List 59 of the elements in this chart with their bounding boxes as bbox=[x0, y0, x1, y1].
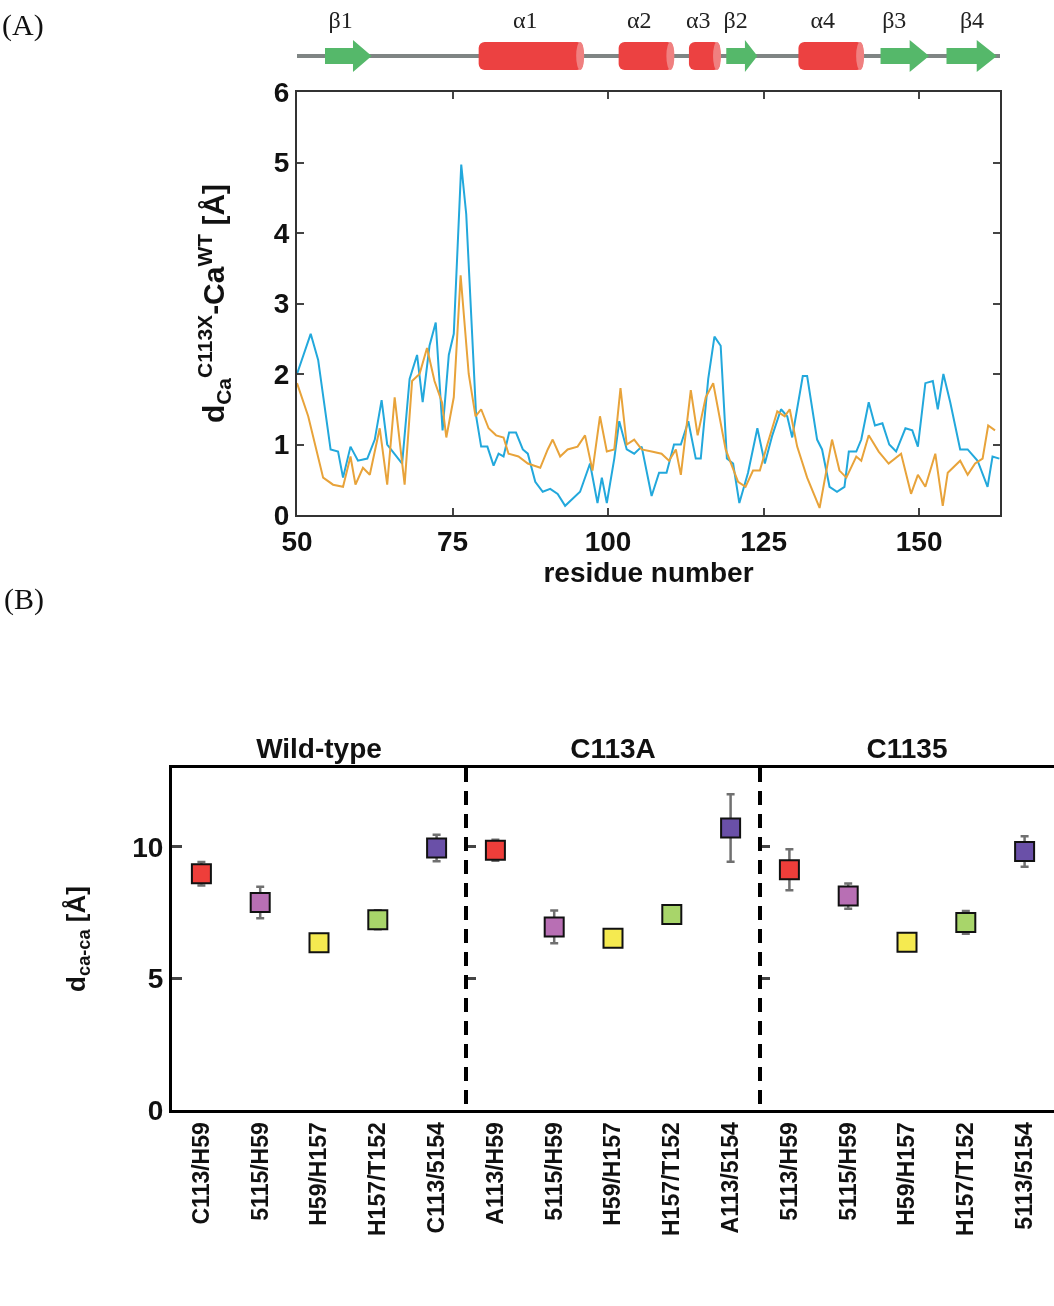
x-tick-label: 75 bbox=[436, 525, 469, 557]
text: β3 bbox=[882, 7, 907, 33]
text: (B) bbox=[4, 582, 44, 616]
point bbox=[955, 911, 977, 933]
text: α1 bbox=[513, 7, 538, 33]
x-tick-label: H157/T152 bbox=[952, 1122, 979, 1237]
chart-title: C113A bbox=[570, 733, 656, 764]
point bbox=[190, 863, 212, 885]
chart-title: C1135 bbox=[866, 733, 948, 764]
x-tick-label: 125 bbox=[740, 525, 787, 557]
x-tick-label: A113/5154 bbox=[717, 1122, 744, 1234]
point bbox=[720, 817, 742, 839]
y-tick-label: 1 bbox=[273, 429, 290, 461]
point bbox=[661, 904, 683, 926]
point bbox=[249, 891, 271, 913]
y-tick-label: 3 bbox=[273, 288, 290, 320]
x-tick-label: 150 bbox=[895, 525, 943, 557]
x-tick-label: H59/H157 bbox=[305, 1122, 332, 1226]
point bbox=[484, 839, 506, 861]
y-tick-label: 6 bbox=[273, 76, 290, 108]
y-tick-label: 5 bbox=[147, 963, 164, 995]
x-tick-label: A113/H59 bbox=[481, 1122, 508, 1225]
text: (A) bbox=[2, 8, 44, 42]
text: α3 bbox=[685, 7, 711, 33]
x-tick-label: H59/H157 bbox=[599, 1122, 626, 1226]
x-tick-label: 5115/H59 bbox=[246, 1122, 273, 1221]
line-series bbox=[297, 163, 1000, 507]
x-axis-title: residue number bbox=[543, 556, 754, 588]
x-tick-label: H59/H157 bbox=[893, 1122, 920, 1226]
x-tick-label: 5115/H59 bbox=[540, 1122, 567, 1221]
x-tick-label: H157/T152 bbox=[364, 1122, 391, 1237]
text: β4 bbox=[959, 7, 985, 33]
point bbox=[1014, 840, 1036, 862]
y-tick-label: 10 bbox=[132, 831, 164, 863]
point bbox=[426, 837, 448, 859]
text: β2 bbox=[723, 7, 748, 33]
y-tick-label: 5 bbox=[273, 147, 290, 179]
line-series bbox=[297, 274, 997, 509]
chart-title: Wild-type bbox=[256, 733, 382, 764]
point bbox=[602, 927, 624, 949]
text: α4 bbox=[810, 7, 835, 33]
point bbox=[367, 909, 389, 931]
x-tick-label: 5113/H59 bbox=[775, 1122, 802, 1221]
point bbox=[308, 932, 330, 954]
x-tick-label: 100 bbox=[584, 525, 632, 557]
x-tick-label: C113/H59 bbox=[187, 1122, 214, 1225]
y-tick-label: 2 bbox=[273, 358, 290, 390]
x-tick-label: H157/T152 bbox=[658, 1122, 685, 1237]
x-tick-label: 5115/H59 bbox=[834, 1122, 861, 1221]
point bbox=[896, 931, 918, 953]
text: α2 bbox=[626, 7, 652, 33]
x-tick-label: 5113/5154 bbox=[1011, 1121, 1038, 1230]
y-tick-label: 0 bbox=[147, 1094, 164, 1126]
point bbox=[543, 916, 565, 938]
text: β1 bbox=[328, 7, 353, 33]
y-tick-label: 4 bbox=[273, 217, 290, 249]
point bbox=[778, 859, 800, 881]
x-tick-label: C113/5154 bbox=[423, 1122, 450, 1234]
point bbox=[837, 885, 859, 907]
